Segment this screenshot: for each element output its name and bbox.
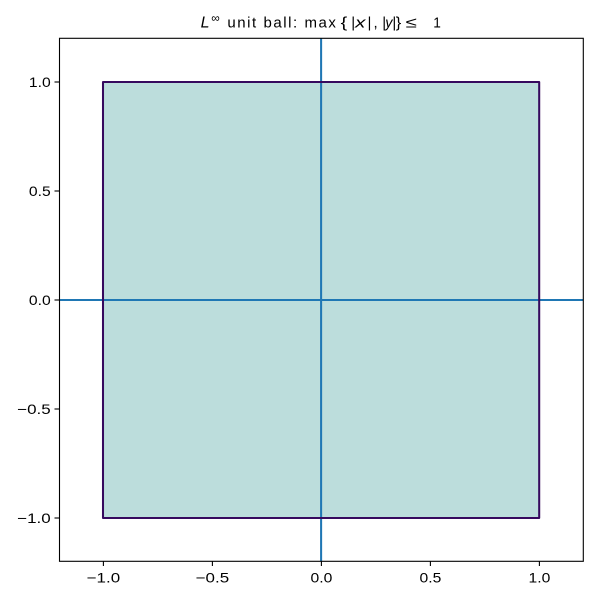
svg-text:1: 1 bbox=[433, 15, 441, 32]
svg-text:0.0: 0.0 bbox=[29, 292, 51, 308]
svg-text:−0.5: −0.5 bbox=[17, 401, 51, 417]
svg-text:x: x bbox=[354, 15, 366, 32]
svg-text:∞: ∞ bbox=[211, 11, 220, 25]
svg-text:1.0: 1.0 bbox=[529, 569, 551, 585]
svg-text:y: y bbox=[384, 15, 394, 32]
svg-text:|: | bbox=[392, 15, 396, 32]
svg-text:unit ball: max: unit ball: max bbox=[227, 15, 337, 32]
svg-text:−1.0: −1.0 bbox=[87, 569, 121, 585]
svg-text:−0.5: −0.5 bbox=[196, 569, 230, 585]
svg-text:,: , bbox=[374, 15, 378, 32]
svg-text:{: { bbox=[341, 15, 348, 32]
svg-text:L: L bbox=[201, 15, 210, 32]
svg-text:|: | bbox=[368, 15, 372, 32]
svg-text:0.5: 0.5 bbox=[29, 183, 51, 199]
svg-text:}: } bbox=[396, 15, 402, 32]
svg-text:|: | bbox=[382, 15, 386, 32]
svg-text:−1.0: −1.0 bbox=[17, 510, 51, 526]
svg-text:1.0: 1.0 bbox=[29, 74, 51, 90]
svg-text:0.0: 0.0 bbox=[311, 569, 333, 585]
svg-text:≤: ≤ bbox=[406, 15, 417, 32]
svg-text:|: | bbox=[351, 15, 355, 32]
svg-text:0.5: 0.5 bbox=[420, 569, 442, 585]
